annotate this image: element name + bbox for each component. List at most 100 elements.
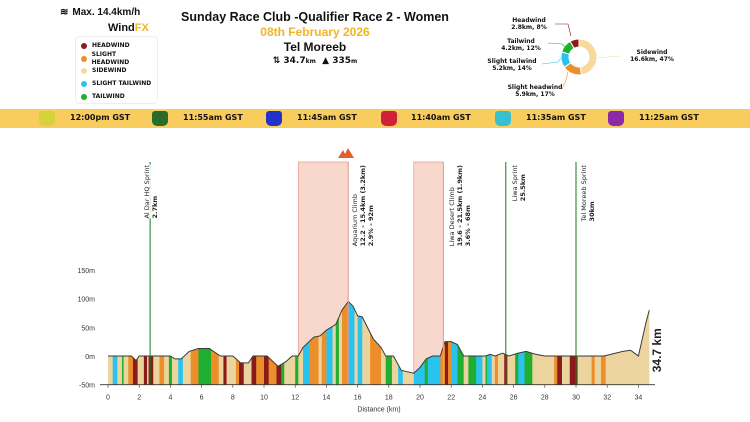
max-wind-text: Max. 14.4km/h (72, 7, 141, 18)
wind-segment (171, 301, 179, 385)
wind-segment (226, 301, 237, 385)
marker-distance: 2.7km (151, 195, 159, 219)
label-name: Sidewind (636, 49, 668, 56)
wind-segment (482, 301, 486, 385)
start-time: 11:25am GST (639, 113, 699, 122)
wind-segment (117, 301, 123, 385)
wind-segment (223, 301, 227, 385)
jersey-icon (381, 111, 397, 126)
wind-segment (444, 301, 449, 385)
legend-label: SLIGHT TAILWIND (92, 80, 152, 88)
wind-segment (370, 301, 382, 385)
y-tick-label: 150m (77, 268, 95, 275)
wind-segment (108, 301, 113, 385)
jersey-icon (152, 111, 168, 126)
race-stats: ⇅ 34.7km ▲ 335m (180, 56, 450, 67)
start-time: 11:45am GST (297, 113, 357, 122)
wind-segment (391, 301, 399, 385)
wind-segment (239, 301, 245, 385)
donut-label-headwind: Headwind 2.8km, 8% (504, 17, 554, 31)
label-detail: 2.8km, 8% (511, 24, 547, 31)
brand-b: FX (134, 22, 149, 34)
x-tick-label: 20 (416, 395, 424, 402)
wind-segment (309, 301, 319, 385)
legend-dot (81, 43, 87, 50)
elevation-line (108, 300, 650, 374)
leader-line (561, 71, 569, 90)
x-tick-label: 8 (231, 395, 235, 402)
wind-segment (318, 301, 323, 385)
wind-segment (494, 301, 499, 385)
marker-label-aquarium-climb: Aquarium Climb 12.2 - 15.4km (3.2km) 2.9% … (351, 165, 375, 247)
marker-distance: 25.5km (519, 174, 527, 202)
leader-line (541, 57, 562, 65)
wind-segment (385, 301, 393, 385)
distance-icon: ⇅ (272, 56, 281, 66)
donut-label-slight-tailwind: Slight tailwind 5.2km, 14% (482, 58, 542, 72)
elevation-chart: 0 2 4 6 8 10 12 14 16 18 20 22 24 26 28 30 32 34-50m0m50m… (77, 148, 664, 414)
legend-label: HEADWIND (92, 42, 130, 50)
wind-segment (264, 301, 269, 385)
wind-segment (132, 301, 138, 385)
wind-segment (569, 301, 578, 385)
wind-segment (338, 301, 343, 385)
wind-segment (398, 301, 404, 385)
wind-segment (557, 301, 563, 385)
donut-slice (569, 38, 580, 49)
wind-segment (243, 301, 252, 385)
legend-item: HEADWIND (81, 40, 152, 53)
x-tick-label: 22 (447, 395, 455, 402)
marker-label-liwa-desert-climb: Liwa Desert Climb 19.6 - 21.5km (1.9km) 3.… (448, 165, 472, 247)
leader-line (596, 55, 621, 59)
total-distance-label: 34.7 km (650, 328, 664, 372)
start-time: 11:35am GST (526, 113, 586, 122)
wind-segment (256, 301, 265, 385)
x-tick-label: 24 (479, 395, 487, 402)
x-axis-label: Distance (km) (357, 407, 400, 414)
x-tick-label: 32 (603, 395, 611, 402)
x-tick-label: 0 (106, 395, 110, 402)
label-detail: 5.9km, 17% (515, 91, 555, 98)
legend-item: TAILWIND (81, 90, 152, 103)
marker-name: Liwa Sprint (511, 165, 519, 202)
y-tick-label: 100m (77, 297, 95, 304)
brand-a: Wind (108, 22, 135, 34)
wind-segment (600, 301, 606, 385)
x-tick-label: 30 (572, 395, 580, 402)
label-detail: 5.2km, 14% (492, 65, 532, 72)
mountain-icon (338, 148, 354, 158)
wind-segment (235, 301, 240, 385)
wind-segment (362, 301, 371, 385)
legend-label: SIDEWIND (92, 67, 127, 75)
wind-segment (342, 301, 349, 385)
wind-segment (122, 301, 124, 385)
label-detail: 4.2km, 12% (501, 45, 541, 52)
wind-segment (112, 301, 118, 385)
wind-segment (168, 301, 173, 385)
wind-segment (354, 301, 358, 385)
marker-range: 12.2 - 15.4km (3.2km) (359, 165, 367, 247)
legend-dot (81, 55, 87, 62)
wind-segment (284, 301, 296, 385)
race-title: Sunday Race Club -Qualifier Race 2 - Wom… (181, 10, 449, 24)
y-tick-label: 0m (85, 354, 95, 361)
start-time: 11:55am GST (183, 113, 243, 122)
wind-segment (326, 301, 333, 385)
wind-segment (498, 301, 505, 385)
x-tick-label: 2 (137, 395, 141, 402)
wind-segment (348, 301, 355, 385)
marker-gradient: 3.6% - 68m (464, 205, 472, 247)
donut-label-sidewind: Sidewind 16.6km, 47% (622, 49, 682, 63)
marker-name: Tel Moreeb Sprint (580, 165, 588, 222)
label-name: Slight headwind (507, 84, 563, 91)
distance-unit: km (305, 58, 316, 65)
wind-segment (159, 301, 165, 385)
label-name: Slight tailwind (487, 58, 537, 65)
race-date: 08th February 2026 (260, 25, 370, 39)
start-time: 11:40am GST (411, 113, 471, 122)
wind-segment (554, 301, 558, 385)
wind-segment (123, 301, 129, 385)
x-tick-label: 14 (323, 395, 331, 402)
wind-segment (335, 301, 340, 385)
wind-segments (108, 301, 650, 385)
